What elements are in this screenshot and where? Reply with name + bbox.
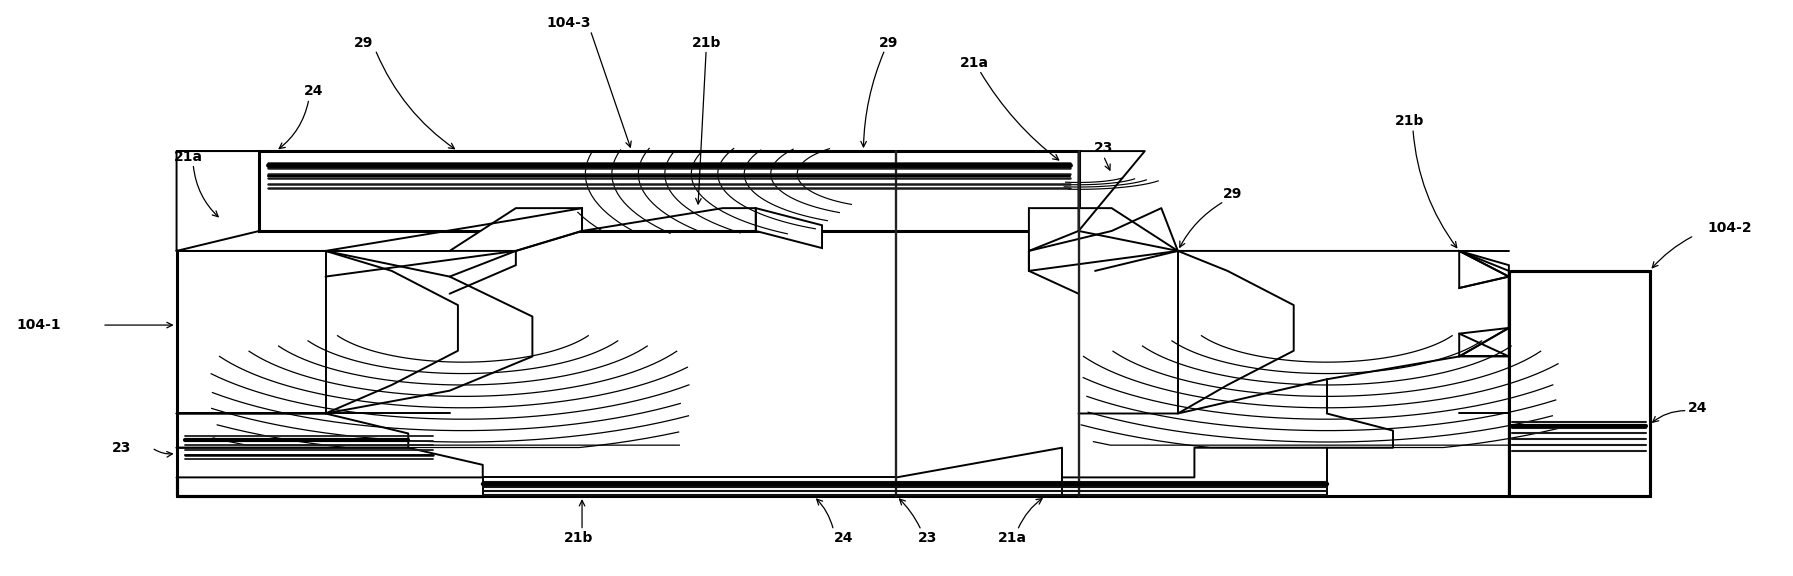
Text: 21a: 21a	[999, 531, 1027, 545]
Text: 21a: 21a	[174, 150, 203, 164]
Text: 29: 29	[1223, 187, 1243, 201]
Polygon shape	[450, 208, 583, 251]
Polygon shape	[1460, 251, 1510, 288]
Text: 24: 24	[1687, 401, 1707, 415]
Polygon shape	[1460, 328, 1510, 357]
Text: 104-2: 104-2	[1707, 221, 1752, 235]
Polygon shape	[757, 208, 821, 248]
Text: 29: 29	[879, 36, 898, 50]
Text: 23: 23	[1094, 141, 1113, 156]
Polygon shape	[1029, 208, 1178, 271]
Text: 21b: 21b	[692, 36, 721, 50]
Text: 24: 24	[305, 84, 325, 98]
Text: 21b: 21b	[565, 531, 593, 545]
Text: 23: 23	[113, 441, 131, 454]
Text: 21a: 21a	[959, 56, 988, 70]
Text: 104-1: 104-1	[16, 318, 61, 332]
Text: 24: 24	[834, 531, 853, 545]
Text: 23: 23	[918, 531, 938, 545]
Polygon shape	[260, 151, 1079, 231]
Text: 104-3: 104-3	[547, 16, 592, 30]
Polygon shape	[1510, 271, 1650, 496]
Text: 29: 29	[353, 36, 373, 50]
Text: 21b: 21b	[1395, 115, 1424, 128]
